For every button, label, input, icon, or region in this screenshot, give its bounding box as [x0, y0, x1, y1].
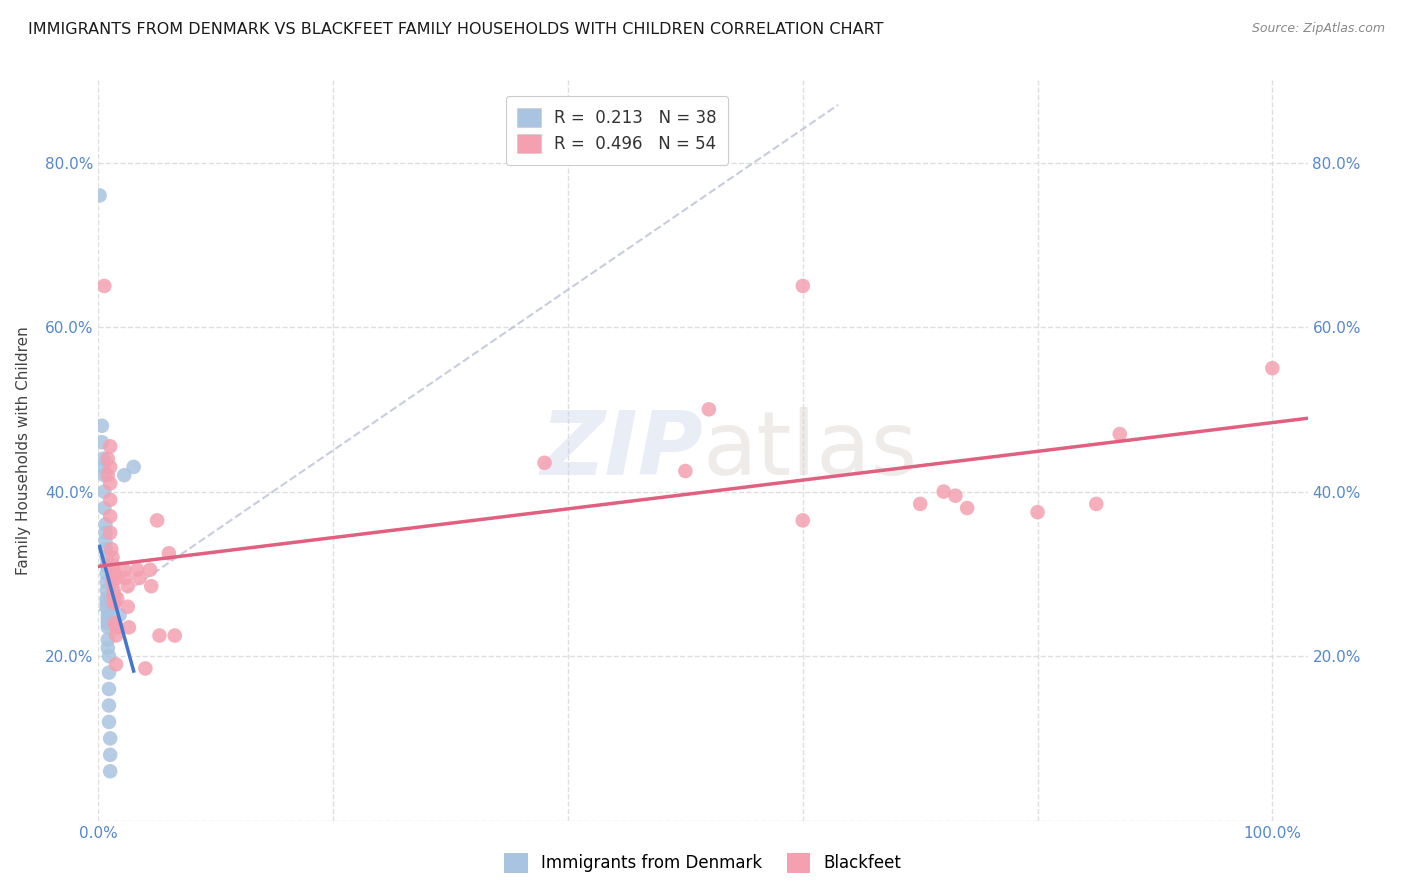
Point: [792, 279, 814, 293]
Point: [98, 714, 121, 729]
Point: [100, 542, 122, 557]
Point: [101, 575, 124, 590]
Point: [163, 628, 186, 642]
Point: [93, 484, 115, 499]
Point: [945, 489, 967, 503]
Point: [94, 542, 117, 557]
Point: [101, 550, 124, 565]
Point: [89, 188, 111, 202]
Point: [96, 583, 118, 598]
Point: [134, 661, 156, 675]
Point: [96, 591, 118, 606]
Point: [97, 632, 120, 647]
Point: [104, 616, 127, 631]
Point: [956, 501, 979, 516]
Point: [1085, 497, 1108, 511]
Point: [97, 612, 120, 626]
Point: [105, 657, 128, 672]
Point: [96, 558, 118, 573]
Point: [157, 546, 180, 560]
Text: atlas: atlas: [703, 407, 918, 494]
Point: [94, 525, 117, 540]
Point: [1026, 505, 1049, 519]
Point: [96, 596, 118, 610]
Point: [98, 459, 121, 474]
Point: [98, 681, 121, 696]
Point: [112, 468, 135, 483]
Point: [91, 451, 114, 466]
Point: [148, 628, 170, 642]
Point: [932, 484, 955, 499]
Point: [98, 509, 121, 524]
Point: [97, 616, 120, 631]
Point: [98, 525, 121, 540]
Point: [91, 418, 114, 433]
Point: [105, 628, 128, 642]
Point: [97, 640, 120, 655]
Text: ZIP: ZIP: [540, 407, 703, 494]
Point: [105, 620, 128, 634]
Point: [97, 620, 120, 634]
Point: [94, 517, 117, 532]
Point: [103, 596, 125, 610]
Point: [98, 476, 121, 491]
Point: [103, 587, 125, 601]
Point: [98, 747, 121, 762]
Point: [98, 665, 121, 680]
Point: [94, 533, 117, 548]
Point: [103, 583, 125, 598]
Legend: R =  0.213   N = 38, R =  0.496   N = 54: R = 0.213 N = 38, R = 0.496 N = 54: [506, 96, 728, 164]
Point: [96, 550, 118, 565]
Point: [118, 620, 141, 634]
Point: [1108, 427, 1130, 442]
Point: [98, 764, 121, 779]
Point: [146, 513, 169, 527]
Point: [97, 468, 120, 483]
Point: [98, 649, 121, 664]
Point: [91, 459, 114, 474]
Point: [533, 456, 555, 470]
Point: [101, 566, 124, 581]
Point: [93, 279, 115, 293]
Point: [1261, 361, 1284, 376]
Point: [103, 591, 125, 606]
Point: [108, 607, 131, 622]
Point: [93, 468, 115, 483]
Point: [98, 492, 121, 507]
Point: [105, 571, 128, 585]
Text: IMMIGRANTS FROM DENMARK VS BLACKFEET FAMILY HOUSEHOLDS WITH CHILDREN CORRELATION: IMMIGRANTS FROM DENMARK VS BLACKFEET FAM…: [28, 22, 883, 37]
Point: [93, 501, 115, 516]
Point: [908, 497, 931, 511]
Point: [96, 575, 118, 590]
Point: [792, 513, 814, 527]
Point: [101, 558, 124, 573]
Point: [97, 607, 120, 622]
Point: [105, 591, 128, 606]
Point: [117, 579, 139, 593]
Point: [98, 731, 121, 746]
Point: [673, 464, 696, 478]
Point: [114, 571, 136, 585]
Point: [105, 620, 128, 634]
Point: [91, 435, 114, 450]
Point: [122, 459, 145, 474]
Point: [96, 599, 118, 614]
Point: [98, 439, 121, 453]
Point: [104, 566, 127, 581]
Y-axis label: Family Households with Children: Family Households with Children: [17, 326, 31, 574]
Point: [127, 563, 149, 577]
Point: [117, 599, 139, 614]
Point: [96, 566, 118, 581]
Point: [98, 698, 121, 713]
Point: [97, 604, 120, 618]
Point: [97, 451, 120, 466]
Point: [128, 571, 150, 585]
Point: [139, 563, 162, 577]
Point: [697, 402, 720, 417]
Point: [104, 596, 127, 610]
Text: Source: ZipAtlas.com: Source: ZipAtlas.com: [1251, 22, 1385, 36]
Point: [141, 579, 163, 593]
Legend: Immigrants from Denmark, Blackfeet: Immigrants from Denmark, Blackfeet: [498, 847, 908, 880]
Point: [112, 563, 135, 577]
